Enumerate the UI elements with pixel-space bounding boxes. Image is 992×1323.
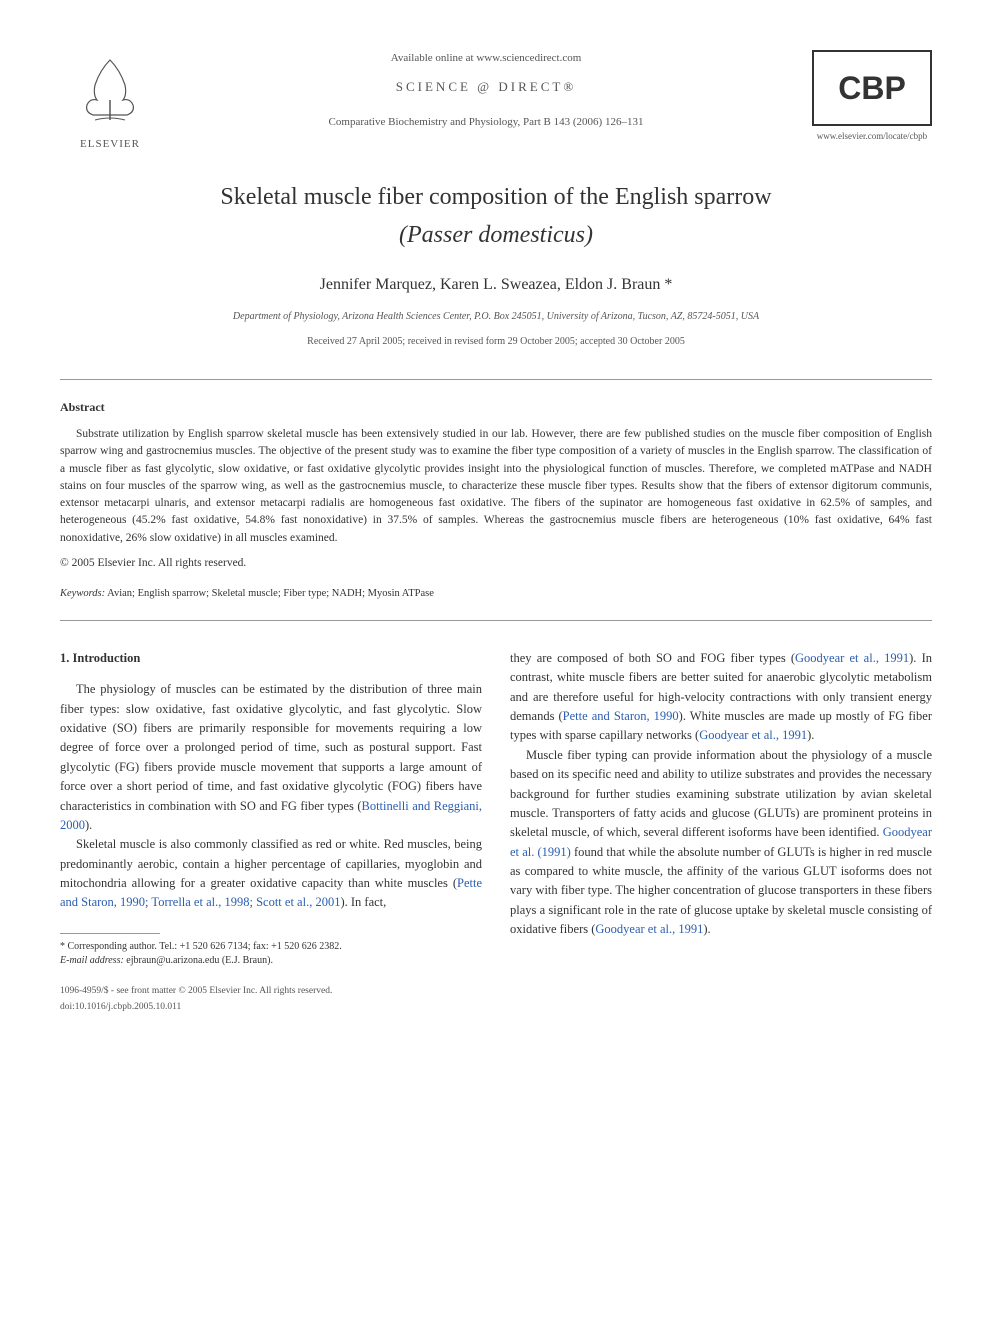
- intro-p3-b: found that while the absolute number of …: [510, 845, 932, 937]
- authors-line: Jennifer Marquez, Karen L. Sweazea, Eldo…: [60, 273, 932, 297]
- intro-para-1: The physiology of muscles can be estimat…: [60, 680, 482, 835]
- intro-p1-text-a: The physiology of muscles can be estimat…: [60, 682, 482, 812]
- email-address: ejbraun@u.arizona.edu (E.J. Braun).: [124, 955, 273, 966]
- footer-doi: doi:10.1016/j.cbpb.2005.10.011: [60, 1000, 932, 1014]
- cbp-acronym: CBP: [822, 64, 922, 112]
- intro-p2-text-a: Skeletal muscle is also commonly classif…: [60, 837, 482, 890]
- introduction-heading: 1. Introduction: [60, 649, 482, 668]
- keywords-line: Keywords: Avian; English sparrow; Skelet…: [60, 586, 932, 602]
- intro-p2c-a: they are composed of both SO and FOG fib…: [510, 651, 795, 665]
- title-block: Skeletal muscle fiber composition of the…: [60, 182, 932, 253]
- ref-goodyear-4[interactable]: Goodyear et al., 1991: [595, 922, 703, 936]
- intro-para-3: Muscle fiber typing can provide informat…: [510, 746, 932, 940]
- header-center: Available online at www.sciencedirect.co…: [160, 50, 812, 131]
- abstract-heading: Abstract: [60, 398, 932, 416]
- keywords-label: Keywords:: [60, 588, 105, 599]
- email-label: E-mail address:: [60, 955, 124, 966]
- email-footnote: E-mail address: ejbraun@u.arizona.edu (E…: [60, 954, 482, 968]
- journal-reference: Comparative Biochemistry and Physiology,…: [180, 114, 792, 131]
- intro-p1-text-b: ).: [85, 818, 92, 832]
- corresponding-author-footnote: * Corresponding author. Tel.: +1 520 626…: [60, 940, 482, 954]
- cbp-logo-box: CBP: [812, 50, 932, 126]
- rule-below-keywords: [60, 620, 932, 621]
- journal-url: www.elsevier.com/locate/cbpb: [812, 130, 932, 144]
- rule-above-abstract: [60, 379, 932, 380]
- intro-para-2-cont: they are composed of both SO and FOG fib…: [510, 649, 932, 746]
- sciencedirect-logo: SCIENCE @ DIRECT®: [180, 77, 792, 97]
- journal-brand-block: CBP www.elsevier.com/locate/cbpb: [812, 50, 932, 144]
- intro-p3-a: Muscle fiber typing can provide informat…: [510, 748, 932, 840]
- body-column-right: they are composed of both SO and FOG fib…: [510, 649, 932, 968]
- ref-goodyear-1[interactable]: Goodyear et al., 1991: [795, 651, 909, 665]
- body-columns: 1. Introduction The physiology of muscle…: [60, 649, 932, 968]
- article-title: Skeletal muscle fiber composition of the…: [60, 182, 932, 213]
- elsevier-tree-icon: [75, 50, 145, 130]
- footer-copyright: 1096-4959/$ - see front matter © 2005 El…: [60, 984, 932, 998]
- footnote-separator: [60, 933, 160, 934]
- journal-header: ELSEVIER Available online at www.science…: [60, 50, 932, 152]
- abstract-text: Substrate utilization by English sparrow…: [60, 426, 932, 547]
- ref-pette-2[interactable]: Pette and Staron, 1990: [563, 709, 679, 723]
- intro-p2c-d: ).: [807, 728, 814, 742]
- intro-p3-c: ).: [703, 922, 710, 936]
- keywords-text: Avian; English sparrow; Skeletal muscle;…: [105, 588, 434, 599]
- affiliation: Department of Physiology, Arizona Health…: [60, 309, 932, 324]
- publisher-name: ELSEVIER: [60, 136, 160, 153]
- ref-goodyear-2[interactable]: Goodyear et al., 1991: [699, 728, 807, 742]
- article-dates: Received 27 April 2005; received in revi…: [60, 334, 932, 349]
- available-online-text: Available online at www.sciencedirect.co…: [180, 50, 792, 67]
- body-column-left: 1. Introduction The physiology of muscle…: [60, 649, 482, 968]
- abstract-copyright: © 2005 Elsevier Inc. All rights reserved…: [60, 555, 932, 572]
- publisher-logo-block: ELSEVIER: [60, 50, 160, 152]
- intro-p2-text-b: ). In fact,: [340, 895, 386, 909]
- intro-para-2: Skeletal muscle is also commonly classif…: [60, 835, 482, 913]
- article-species: (Passer domesticus): [60, 217, 932, 253]
